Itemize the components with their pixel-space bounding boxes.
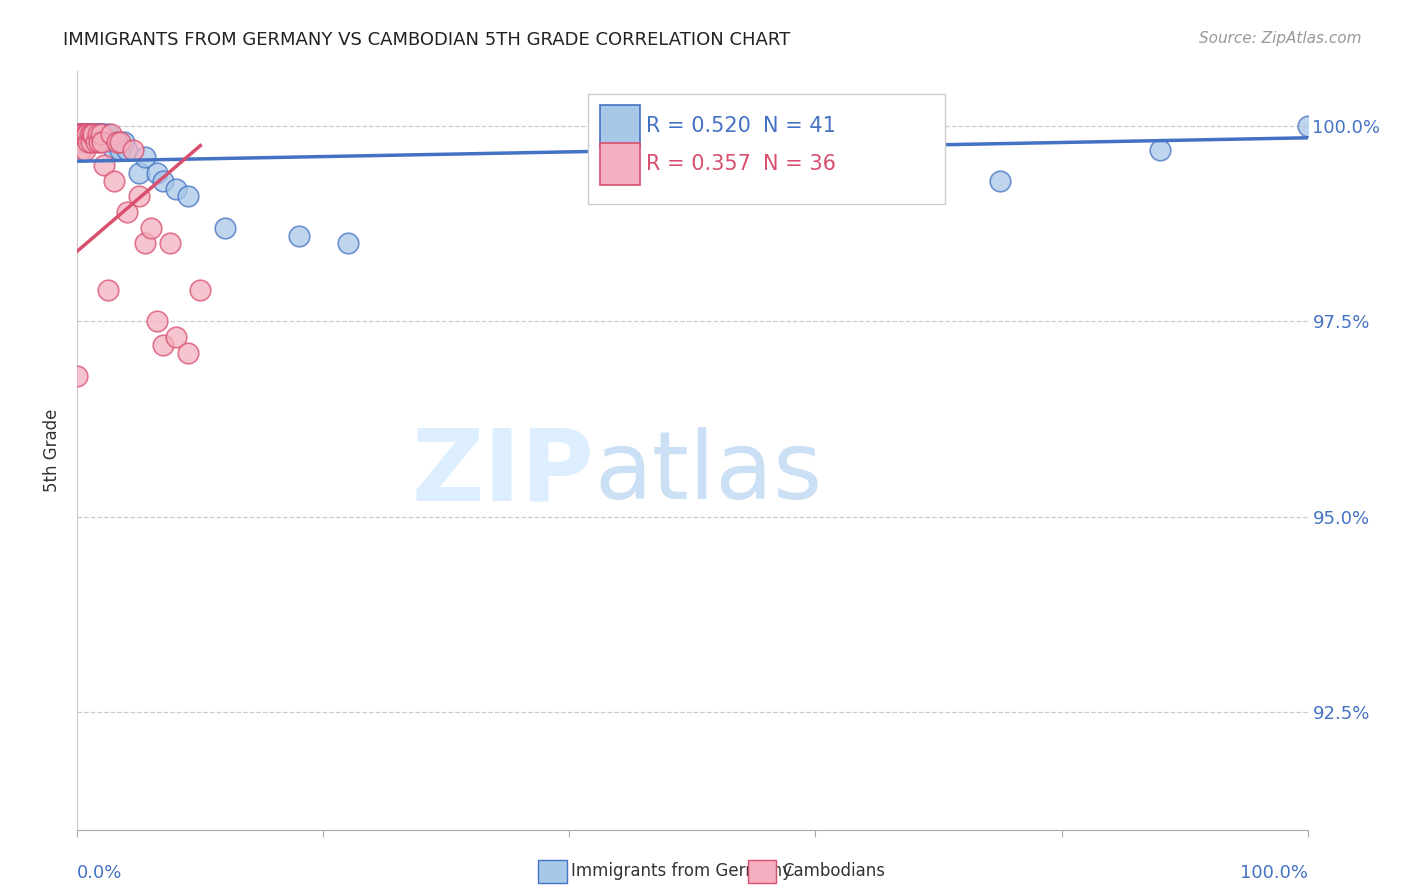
- Y-axis label: 5th Grade: 5th Grade: [44, 409, 62, 492]
- Text: 100.0%: 100.0%: [1240, 863, 1308, 881]
- Point: [115, 205, 138, 219]
- Point: [97, 283, 120, 297]
- Point: [89, 135, 111, 149]
- Point: [82, 127, 104, 141]
- Point: [112, 135, 135, 149]
- Point: [1296, 119, 1319, 133]
- Point: [288, 228, 311, 243]
- Point: [89, 127, 111, 141]
- Point: [159, 236, 181, 251]
- Point: [67, 127, 90, 141]
- Point: [86, 127, 108, 141]
- Point: [146, 166, 169, 180]
- Point: [76, 127, 98, 141]
- Point: [77, 127, 100, 141]
- Point: [73, 143, 96, 157]
- Point: [75, 127, 97, 141]
- Point: [82, 127, 104, 141]
- Point: [128, 189, 150, 203]
- Point: [134, 236, 156, 251]
- Point: [93, 158, 115, 172]
- Point: [80, 127, 103, 141]
- Point: [214, 220, 236, 235]
- FancyBboxPatch shape: [588, 95, 945, 204]
- Point: [72, 127, 94, 141]
- Point: [79, 127, 101, 141]
- Point: [97, 127, 120, 141]
- Point: [90, 127, 112, 141]
- Point: [115, 143, 138, 157]
- Point: [66, 127, 89, 141]
- Point: [77, 135, 100, 149]
- Point: [69, 135, 91, 149]
- Point: [100, 127, 122, 141]
- Point: [84, 127, 107, 141]
- Point: [134, 150, 156, 164]
- Point: [90, 127, 114, 141]
- Point: [152, 338, 174, 352]
- Point: [90, 135, 114, 149]
- Point: [337, 236, 360, 251]
- Text: ZIP: ZIP: [411, 425, 595, 522]
- Text: 0.0%: 0.0%: [77, 863, 122, 881]
- Point: [103, 174, 125, 188]
- Point: [110, 135, 132, 149]
- Text: Cambodians: Cambodians: [782, 863, 884, 880]
- Text: Immigrants from Germany: Immigrants from Germany: [571, 863, 792, 880]
- Point: [105, 135, 128, 149]
- Point: [165, 181, 187, 195]
- Point: [79, 127, 101, 141]
- Point: [76, 127, 98, 141]
- Point: [75, 127, 97, 141]
- Point: [110, 143, 132, 157]
- Point: [87, 127, 110, 141]
- Point: [128, 166, 150, 180]
- Point: [67, 127, 90, 141]
- Text: N = 41: N = 41: [762, 116, 835, 136]
- Point: [72, 127, 94, 141]
- Point: [70, 127, 93, 141]
- Point: [70, 127, 93, 141]
- Point: [90, 127, 112, 141]
- Point: [69, 127, 91, 141]
- Point: [804, 158, 827, 172]
- Point: [165, 330, 187, 344]
- Text: IMMIGRANTS FROM GERMANY VS CAMBODIAN 5TH GRADE CORRELATION CHART: IMMIGRANTS FROM GERMANY VS CAMBODIAN 5TH…: [63, 31, 790, 49]
- Point: [84, 135, 107, 149]
- Point: [1149, 143, 1171, 157]
- Point: [188, 283, 212, 297]
- Point: [121, 143, 143, 157]
- Text: atlas: atlas: [595, 427, 823, 519]
- Text: R = 0.520: R = 0.520: [645, 116, 751, 136]
- Point: [66, 369, 89, 384]
- FancyBboxPatch shape: [600, 144, 640, 186]
- Point: [103, 143, 125, 157]
- Point: [146, 314, 169, 328]
- Point: [80, 135, 103, 149]
- Point: [101, 135, 124, 149]
- FancyBboxPatch shape: [600, 105, 640, 147]
- Point: [87, 127, 110, 141]
- Point: [82, 127, 104, 141]
- Point: [177, 189, 200, 203]
- Point: [141, 220, 163, 235]
- Point: [177, 345, 200, 359]
- Point: [105, 135, 128, 149]
- Point: [988, 174, 1011, 188]
- Point: [93, 127, 115, 141]
- Point: [152, 174, 174, 188]
- Text: R = 0.357: R = 0.357: [645, 153, 751, 174]
- Text: N = 36: N = 36: [762, 153, 835, 174]
- Point: [70, 127, 93, 141]
- Point: [73, 127, 96, 141]
- Point: [70, 143, 93, 157]
- Point: [82, 127, 104, 141]
- Text: Source: ZipAtlas.com: Source: ZipAtlas.com: [1198, 31, 1361, 46]
